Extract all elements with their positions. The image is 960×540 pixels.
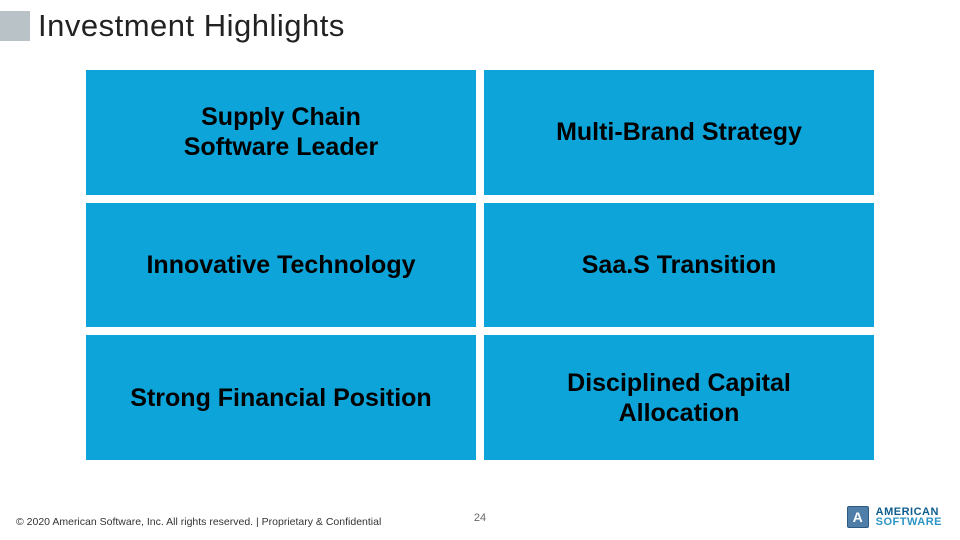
tile-label: Strong Financial Position [130,383,431,413]
tile-label: Supply ChainSoftware Leader [184,102,379,162]
tile-supply-chain: Supply ChainSoftware Leader [86,70,476,195]
highlights-grid: Supply ChainSoftware Leader Multi-Brand … [86,70,874,460]
tile-innovative-tech: Innovative Technology [86,203,476,328]
slide: Investment Highlights Supply ChainSoftwa… [0,0,960,540]
title-row: Investment Highlights [0,8,345,44]
logo-line2: SOFTWARE [876,517,942,527]
slide-title: Investment Highlights [38,8,345,44]
company-logo: A AMERICAN SOFTWARE [847,506,942,528]
tile-capital-allocation: Disciplined CapitalAllocation [484,335,874,460]
title-accent-block [0,11,30,41]
tile-label: Multi-Brand Strategy [556,117,802,147]
tile-saas-transition: Saa.S Transition [484,203,874,328]
tile-label: Innovative Technology [146,250,415,280]
tile-label: Disciplined CapitalAllocation [567,368,791,428]
footer-copyright: © 2020 American Software, Inc. All right… [16,516,381,528]
tile-multi-brand: Multi-Brand Strategy [484,70,874,195]
logo-text: AMERICAN SOFTWARE [876,507,942,528]
tile-label: Saa.S Transition [582,250,777,280]
tile-financial-position: Strong Financial Position [86,335,476,460]
logo-mark-icon: A [847,506,869,528]
page-number: 24 [474,512,486,524]
